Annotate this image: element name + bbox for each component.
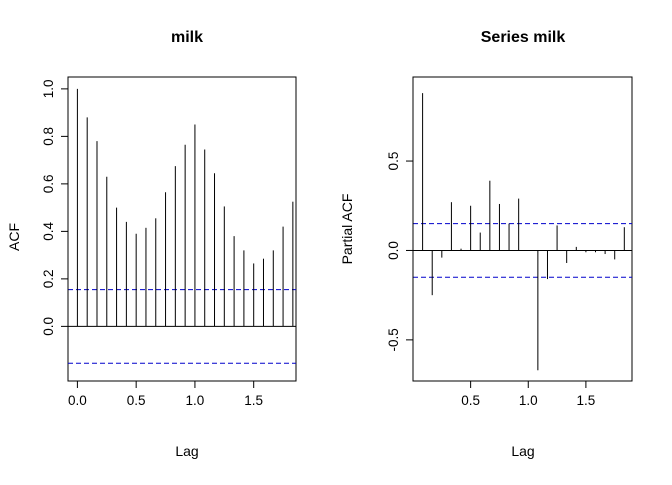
pacf-x-ticks: 0.5 1.0 1.5	[461, 380, 596, 408]
pacf-title: Series milk	[481, 29, 566, 46]
pacf-y-tick-label: 0.5	[386, 152, 401, 171]
acf-title: milk	[171, 29, 203, 46]
acf-plot-frame	[67, 76, 297, 382]
acf-y-ticks: 0.0 0.2 0.4 0.6 0.8 1.0	[41, 79, 69, 336]
acf-y-axis-label: ACF	[6, 223, 22, 251]
pacf-bars	[422, 93, 625, 371]
acf-x-tick-label: 1.0	[186, 393, 205, 408]
pacf-plot-frame	[412, 76, 633, 382]
acf-x-axis-label: Lag	[175, 443, 198, 459]
pacf-y-axis-label: Partial ACF	[339, 194, 355, 265]
pacf-confidence-bounds	[413, 223, 632, 278]
pacf-panel: Series milk Lag Partial ACF 0.5 1.0 1.5 -0…	[339, 29, 633, 459]
acf-y-tick-label: 0.6	[41, 174, 56, 193]
acf-y-tick-label: 1.0	[41, 79, 56, 98]
acf-x-tick-label: 0.5	[127, 393, 146, 408]
acf-bars	[76, 88, 294, 327]
acf-x-tick-label: 0.0	[68, 393, 87, 408]
acf-x-ticks: 0.0 0.5 1.0 1.5	[68, 380, 263, 408]
pacf-y-tick-label: 0.0	[386, 241, 401, 260]
acf-y-tick-label: 0.0	[41, 317, 56, 336]
acf-y-tick-label: 0.8	[41, 127, 56, 146]
pacf-x-tick-label: 0.5	[461, 393, 480, 408]
pacf-x-tick-label: 1.0	[519, 393, 538, 408]
acf-y-tick-label: 0.4	[41, 222, 56, 241]
pacf-x-axis-label: Lag	[511, 443, 534, 459]
acf-confidence-bounds	[68, 289, 296, 364]
acf-panel: milk Lag ACF 0.0 0.5 1.0 1.5 0.00.20.40.60.…	[6, 29, 297, 459]
acf-x-tick-label: 1.5	[244, 393, 263, 408]
pacf-x-tick-label: 1.5	[577, 393, 596, 408]
pacf-y-tick-label: -0.5	[386, 328, 401, 351]
pacf-y-ticks: -0.5 0.0 0.5	[386, 152, 414, 352]
acf-y-tick-label: 0.2	[41, 269, 56, 288]
